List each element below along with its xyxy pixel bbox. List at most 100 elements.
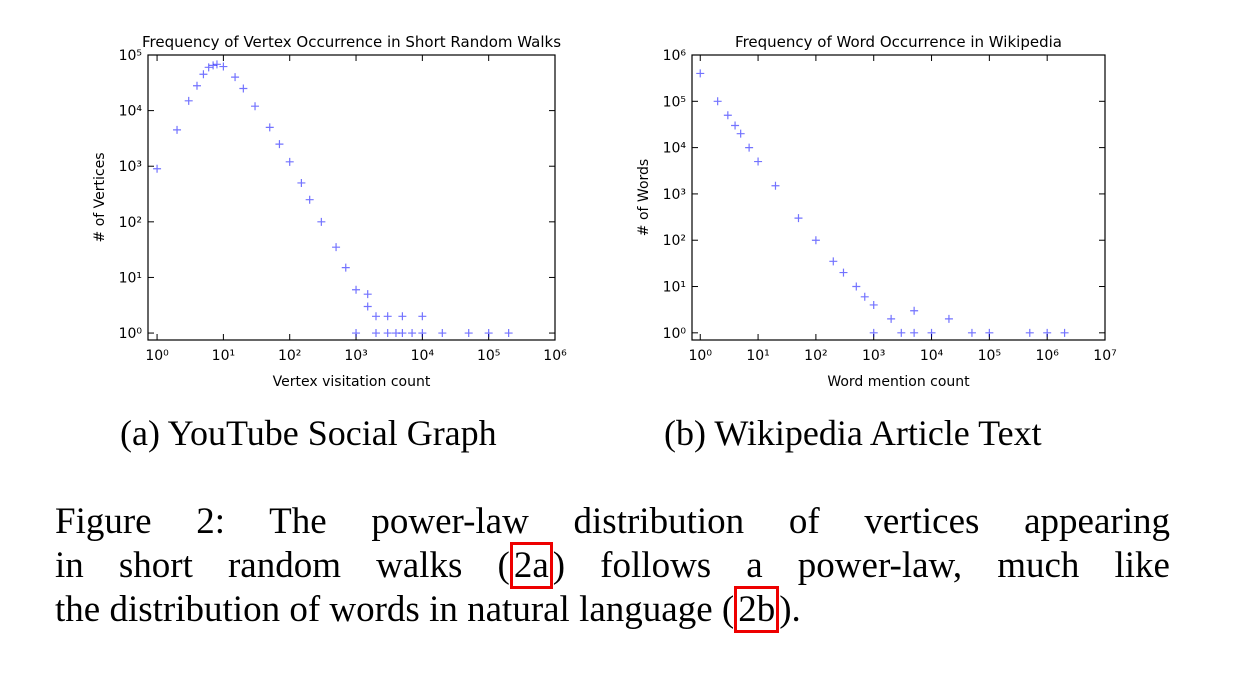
- point: [794, 214, 803, 223]
- point: [438, 329, 447, 338]
- point: [1025, 328, 1034, 337]
- x-axis-label: Word mention count: [827, 374, 970, 390]
- point: [484, 329, 493, 338]
- point: [184, 96, 193, 105]
- point: [408, 329, 417, 338]
- point: [352, 329, 361, 338]
- point: [212, 60, 221, 69]
- y-tick-label: 10²: [663, 233, 686, 249]
- point: [829, 257, 838, 266]
- point: [285, 157, 294, 166]
- y-tick-label: 10⁰: [119, 326, 143, 342]
- point: [736, 129, 745, 138]
- point: [464, 329, 473, 338]
- point: [927, 328, 936, 337]
- point: [967, 328, 976, 337]
- figure-ref[interactable]: 2b: [734, 586, 780, 633]
- caption-text: the distribution of words in natural lan…: [55, 589, 735, 630]
- figure-ref[interactable]: 2a: [509, 542, 553, 589]
- plot-frame: [147, 54, 556, 341]
- chart-title: Frequency of Word Occurrence in Wikipedi…: [735, 33, 1062, 51]
- x-tick-label: 10⁰: [145, 348, 169, 364]
- point: [192, 81, 201, 90]
- y-axis-label: # of Vertices: [92, 153, 108, 243]
- x-tick-label: 10⁴: [411, 348, 435, 364]
- point: [317, 217, 326, 226]
- point: [887, 314, 896, 323]
- point: [153, 164, 162, 173]
- point: [852, 282, 861, 291]
- point: [860, 292, 869, 301]
- caption-text: Figure 2: The power-law distribution of …: [55, 501, 1170, 542]
- point: [199, 70, 208, 79]
- point: [910, 306, 919, 315]
- x-tick-label: 10⁶: [1035, 348, 1059, 364]
- x-tick-label: 10²: [278, 348, 301, 364]
- point: [731, 121, 740, 130]
- point: [745, 143, 754, 152]
- point: [251, 102, 260, 111]
- point: [398, 312, 407, 321]
- caption-text: ) follows a power-law, much like: [552, 545, 1170, 586]
- y-tick-label: 10⁵: [663, 94, 686, 110]
- point: [418, 329, 427, 338]
- y-axis-label: # of Words: [636, 159, 652, 236]
- x-tick-label: 10¹: [746, 348, 769, 364]
- point: [173, 125, 182, 134]
- point: [371, 329, 380, 338]
- x-tick-label: 10⁷: [1093, 348, 1116, 364]
- point: [944, 314, 953, 323]
- point: [352, 285, 361, 294]
- point: [754, 157, 763, 166]
- point: [219, 62, 228, 71]
- point: [239, 84, 248, 93]
- x-tick-label: 10²: [804, 348, 827, 364]
- point: [897, 328, 906, 337]
- y-tick-label: 10²: [119, 215, 142, 231]
- x-tick-label: 10⁰: [689, 348, 713, 364]
- point: [811, 236, 820, 245]
- point: [363, 302, 372, 311]
- point: [1043, 328, 1052, 337]
- point: [231, 73, 240, 82]
- point: [204, 63, 213, 72]
- point: [869, 328, 878, 337]
- point: [1060, 328, 1069, 337]
- point: [363, 290, 372, 299]
- y-tick-label: 10⁰: [663, 326, 687, 342]
- point: [839, 268, 848, 277]
- point: [985, 328, 994, 337]
- point: [723, 111, 732, 120]
- x-tick-label: 10³: [344, 348, 367, 364]
- subcaption: (a) YouTube Social Graph: [120, 413, 497, 453]
- point: [341, 263, 350, 272]
- subcaption: (b) Wikipedia Article Text: [664, 413, 1042, 453]
- point: [305, 195, 314, 204]
- y-tick-label: 10⁶: [663, 48, 687, 64]
- x-tick-label: 10⁴: [920, 348, 944, 364]
- x-axis-label: Vertex visitation count: [273, 374, 431, 390]
- x-tick-label: 10⁶: [543, 348, 567, 364]
- point: [713, 97, 722, 106]
- x-tick-label: 10¹: [212, 348, 235, 364]
- point: [771, 181, 780, 190]
- x-tick-label: 10³: [862, 348, 885, 364]
- figure: Frequency of Vertex Occurrence in Short …: [92, 33, 1117, 390]
- point: [398, 329, 407, 338]
- y-tick-label: 10⁵: [119, 48, 142, 64]
- x-tick-label: 10⁵: [978, 348, 1001, 364]
- caption-line: Figure 2: The power-law distribution of …: [55, 500, 1170, 544]
- caption-text: ).: [779, 589, 801, 630]
- y-tick-label: 10³: [119, 159, 142, 175]
- y-tick-label: 10¹: [663, 280, 686, 296]
- caption-text: in short random walks (: [55, 545, 510, 586]
- point: [332, 243, 341, 252]
- point: [418, 312, 427, 321]
- caption: Figure 2: The power-law distribution of …: [55, 500, 1170, 633]
- point: [383, 329, 392, 338]
- point: [371, 312, 380, 321]
- point: [297, 178, 306, 187]
- point: [910, 328, 919, 337]
- point: [275, 140, 284, 149]
- point: [869, 300, 878, 309]
